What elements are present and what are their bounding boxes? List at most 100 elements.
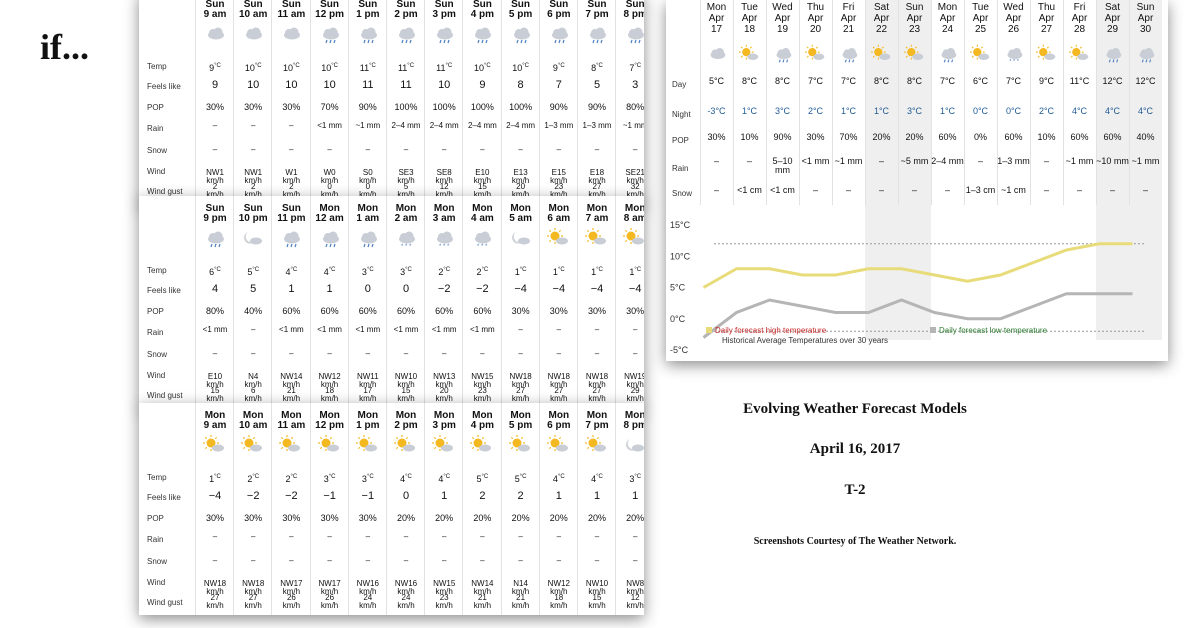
rain-amount: – <box>212 532 218 541</box>
temperature-value: 4 <box>438 474 444 484</box>
feels-like: −4 <box>514 283 527 295</box>
pop: 80% <box>205 306 224 316</box>
gust-unit: km/h <box>320 601 339 610</box>
temperature-value: 1 <box>591 267 597 277</box>
sun-cloud-icon <box>349 435 387 455</box>
gust-value: 12 <box>439 182 449 191</box>
day-month: Apr <box>1137 13 1154 24</box>
daily-snow: <1 cm <box>770 185 795 195</box>
rain-cloud-icon <box>578 24 616 44</box>
wind-dir: NW11 <box>356 372 379 381</box>
wind-unit: km/h <box>397 587 415 596</box>
temperature-unit: °C <box>596 63 603 69</box>
gust-unit: km/h <box>206 190 224 199</box>
hour-day: Sun <box>281 203 301 214</box>
daily-rain: 2–4 mm <box>931 156 964 166</box>
sun-cloud-icon <box>964 44 997 64</box>
gust-value: 15 <box>477 182 487 191</box>
cloud-icon <box>196 24 234 44</box>
gust-unit: km/h <box>626 601 644 610</box>
temperature: 9°C <box>196 62 234 73</box>
temperature: 4°C <box>578 473 616 484</box>
day-month: Apr <box>774 13 791 24</box>
hour-time: 1 am <box>356 213 380 224</box>
moon-cloud-icon <box>616 435 644 455</box>
snow-amount: – <box>212 556 218 565</box>
hour-day: Mon <box>281 410 302 421</box>
gust-unit: km/h <box>626 394 644 403</box>
daily-pop: 90% <box>773 132 792 142</box>
temperature-value: 5 <box>247 267 253 277</box>
wind-dir: NW10 <box>394 372 418 381</box>
temperature-unit: °C <box>445 63 453 69</box>
snow-amount: – <box>632 349 638 358</box>
column-divider <box>865 0 866 205</box>
gust-unit: km/h <box>435 394 453 403</box>
day-number: 20 <box>809 24 822 35</box>
temperature: 2°C <box>425 266 463 277</box>
hour-day: Mon <box>586 410 608 421</box>
hour-time: 8 pm <box>623 420 644 431</box>
daily-rain: ~1 mm <box>1065 156 1094 166</box>
cloud-icon <box>234 24 272 44</box>
snow-amount: – <box>327 145 332 154</box>
temperature-value: 4 <box>400 474 406 484</box>
rain-cloud-icon <box>463 24 501 44</box>
rain-cloud-icon <box>616 24 644 44</box>
hour-time: 11 am <box>277 420 306 431</box>
night-low: 4°C <box>1137 106 1154 116</box>
feels-like: 1 <box>593 490 601 502</box>
day-high: 6°C <box>972 76 989 86</box>
wind-unit: km/h <box>435 380 453 389</box>
temperature-value: 2 <box>285 474 291 484</box>
rain-amount: <1 mm <box>355 325 381 334</box>
snow-amount: – <box>365 349 371 358</box>
day-high: 7°C <box>807 76 824 86</box>
column-divider <box>898 0 899 205</box>
snow-amount: – <box>632 145 638 154</box>
daily-rain: – <box>713 156 719 166</box>
day-name: Tue <box>741 2 758 13</box>
rain-cloud-icon <box>1096 44 1129 64</box>
gust-unit: km/h <box>359 394 377 403</box>
feels-like: 1 <box>441 490 448 502</box>
gust-unit: km/h <box>550 190 568 199</box>
day-number: 18 <box>743 24 756 35</box>
rain-amount: ~1 mm <box>622 121 644 130</box>
daily-pop: 40% <box>1136 132 1155 142</box>
hour-day: Sun <box>320 0 340 10</box>
temperature: 1°C <box>616 266 644 277</box>
daily-rain: ~10 mm <box>1096 156 1129 166</box>
gust-value: 27 <box>210 593 220 602</box>
day-high: 7°C <box>939 76 956 86</box>
day-name: Mon <box>706 2 727 13</box>
temperature-unit: °C <box>443 474 451 480</box>
hour-time: 4 pm <box>470 9 495 20</box>
rain-amount: 1–3 mm <box>582 121 612 130</box>
rain-amount: <1 mm <box>431 325 457 334</box>
wind-unit: km/h <box>473 380 492 389</box>
wind-unit: km/h <box>588 380 606 389</box>
daily-pop: 20% <box>905 132 924 142</box>
temperature: 3°C <box>311 473 349 484</box>
feels-like: 5 <box>250 283 257 295</box>
rain-cloud-icon <box>272 228 310 248</box>
column-divider <box>424 403 426 615</box>
gust-unit: km/h <box>473 394 492 403</box>
gust-unit: km/h <box>282 601 301 610</box>
moon-cloud-icon <box>502 228 540 248</box>
temperature-value: 1 <box>209 474 215 484</box>
temperature-value: 5 <box>476 474 482 484</box>
hour-day: Mon <box>395 203 417 214</box>
daily-label-night: Night <box>672 110 691 119</box>
temperature-value: 11 <box>397 63 408 73</box>
temperature: 5°C <box>234 266 272 277</box>
daily-pop: 60% <box>1004 132 1023 142</box>
temperature-unit: °C <box>366 474 374 480</box>
rain-amount: – <box>289 532 294 541</box>
rain-amount: <1 mm <box>279 325 304 334</box>
wind-unit: km/h <box>588 176 606 185</box>
rain-cloud-icon <box>425 24 463 44</box>
column-divider <box>386 403 387 615</box>
hour-day: Mon <box>357 203 379 214</box>
